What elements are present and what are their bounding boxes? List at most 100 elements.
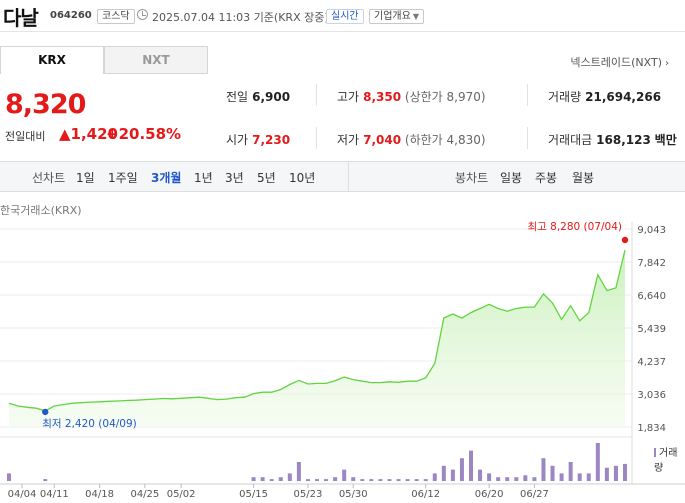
- high-marker: [621, 236, 629, 244]
- stat-unit: 백만: [654, 133, 677, 147]
- nxt-link[interactable]: 넥스트레이드(NXT) ›: [570, 54, 669, 70]
- stat-label: 전일: [226, 90, 249, 104]
- volume-bar: [414, 479, 419, 481]
- upper-limit: (상한가 8,970): [404, 90, 486, 104]
- volume-bar: [396, 479, 401, 481]
- volume-bar: [287, 473, 292, 481]
- volume-bar: [604, 467, 609, 481]
- stat-value: 6,900: [252, 90, 291, 104]
- change-abs-value: 1,420: [70, 125, 118, 143]
- stat-amount: 거래대금 168,123 백만: [548, 131, 677, 148]
- volume-bar: [7, 473, 11, 481]
- market-badge: 코스닥: [97, 9, 135, 24]
- candle-daily[interactable]: 일봉: [500, 171, 523, 185]
- high-annotation: 최고 8,280 (07/04): [527, 221, 622, 233]
- period-1d[interactable]: 1일: [76, 171, 95, 185]
- price-line: [8, 249, 626, 412]
- change-abs: ▲1,420: [59, 125, 118, 143]
- stat-prev-close: 전일 6,900: [226, 88, 290, 105]
- period-10y[interactable]: 10년: [289, 171, 316, 185]
- realtime-button[interactable]: 실시간: [326, 9, 364, 24]
- divider: [348, 161, 349, 192]
- stat-label: 거래량: [548, 90, 582, 104]
- period-3y[interactable]: 3년: [225, 171, 244, 185]
- volume-bar: [541, 458, 546, 481]
- tab-nxt[interactable]: NXT: [104, 46, 208, 74]
- volume-bar: [269, 479, 274, 481]
- volume-bar: [568, 462, 573, 481]
- divider: [527, 127, 528, 149]
- divider: [316, 84, 317, 106]
- stock-code: 064260: [50, 10, 92, 21]
- stat-label: 저가: [337, 133, 360, 147]
- x-tick-label: 05/23: [294, 489, 323, 500]
- volume-bar: [559, 473, 564, 481]
- volume-bar: [469, 450, 473, 481]
- candle-monthly[interactable]: 월봉: [572, 171, 595, 185]
- y-tick-label: 7,842: [637, 258, 666, 269]
- y-tick-label: 6,640: [637, 291, 666, 302]
- volume-bar: [487, 473, 492, 481]
- volume-bar: [613, 465, 618, 481]
- candle-chart-label: 봉차트: [455, 171, 489, 185]
- y-tick-label: 4,237: [637, 357, 666, 368]
- x-tick-label: 04/11: [40, 489, 69, 500]
- chart-type-bar: [0, 161, 685, 192]
- volume-bar: [378, 479, 383, 481]
- volume-bar: [523, 475, 528, 481]
- volume-bar: [532, 477, 537, 481]
- y-tick-label: 3,036: [637, 390, 666, 401]
- volume-bar: [432, 473, 437, 481]
- company-info-button[interactable]: 기업개요 ▼: [369, 9, 424, 24]
- stat-value: 8,350: [363, 90, 402, 104]
- datetime: 2025.07.04 11:03: [152, 11, 251, 24]
- volume-bar: [369, 479, 374, 481]
- stat-value: 7,230: [252, 133, 291, 147]
- volume-bar: [595, 443, 600, 481]
- period-1w[interactable]: 1주일: [108, 171, 138, 185]
- y-tick-label: 5,439: [637, 324, 666, 335]
- y-tick-label: 1,834: [637, 423, 666, 434]
- tab-krx[interactable]: KRX: [0, 46, 104, 74]
- lower-limit: (하한가 4,830): [404, 133, 486, 147]
- divider: [316, 127, 317, 149]
- volume-legend: 거래량: [654, 444, 685, 474]
- volume-bar: [505, 477, 510, 481]
- volume-bar: [305, 479, 310, 481]
- x-tick-label: 06/20: [475, 489, 504, 500]
- datetime-basis: 2025.07.04 11:03 기준(KRX 장중): [152, 9, 329, 25]
- volume-bar: [315, 479, 319, 481]
- stat-volume: 거래량 21,694,266: [548, 88, 661, 105]
- volume-bar: [441, 465, 446, 481]
- volume-bar: [278, 477, 283, 481]
- change-label: 전일대비: [5, 130, 46, 143]
- volume-bar: [333, 477, 338, 481]
- divider: [527, 84, 528, 106]
- x-tick-label: 06/27: [520, 489, 549, 500]
- stat-label: 시가: [226, 133, 249, 147]
- period-5y[interactable]: 5년: [257, 171, 276, 185]
- stat-label: 거래대금: [548, 133, 593, 147]
- x-tick-label: 05/30: [339, 489, 368, 500]
- stat-label: 고가: [337, 90, 360, 104]
- volume-bar: [360, 479, 365, 481]
- volume-bar: [296, 462, 301, 481]
- clock-icon: [137, 9, 148, 20]
- volume-bar: [324, 479, 329, 481]
- candle-weekly[interactable]: 주봉: [535, 171, 558, 185]
- caret-down-icon: ▼: [412, 12, 419, 21]
- low-marker: [42, 408, 49, 416]
- x-tick-label: 06/12: [411, 489, 440, 500]
- volume-bar: [43, 479, 48, 481]
- stat-open: 시가 7,230: [226, 131, 290, 148]
- volume-bar: [478, 469, 483, 481]
- volume-bar: [450, 469, 455, 481]
- y-tick-label: 9,043: [637, 225, 666, 236]
- period-1y[interactable]: 1년: [194, 171, 213, 185]
- volume-bar: [251, 477, 256, 481]
- volume-bar: [623, 463, 627, 481]
- up-triangle-icon: ▲: [59, 125, 71, 143]
- x-tick-label: 04/18: [85, 489, 114, 500]
- period-3m[interactable]: 3개월: [151, 171, 182, 185]
